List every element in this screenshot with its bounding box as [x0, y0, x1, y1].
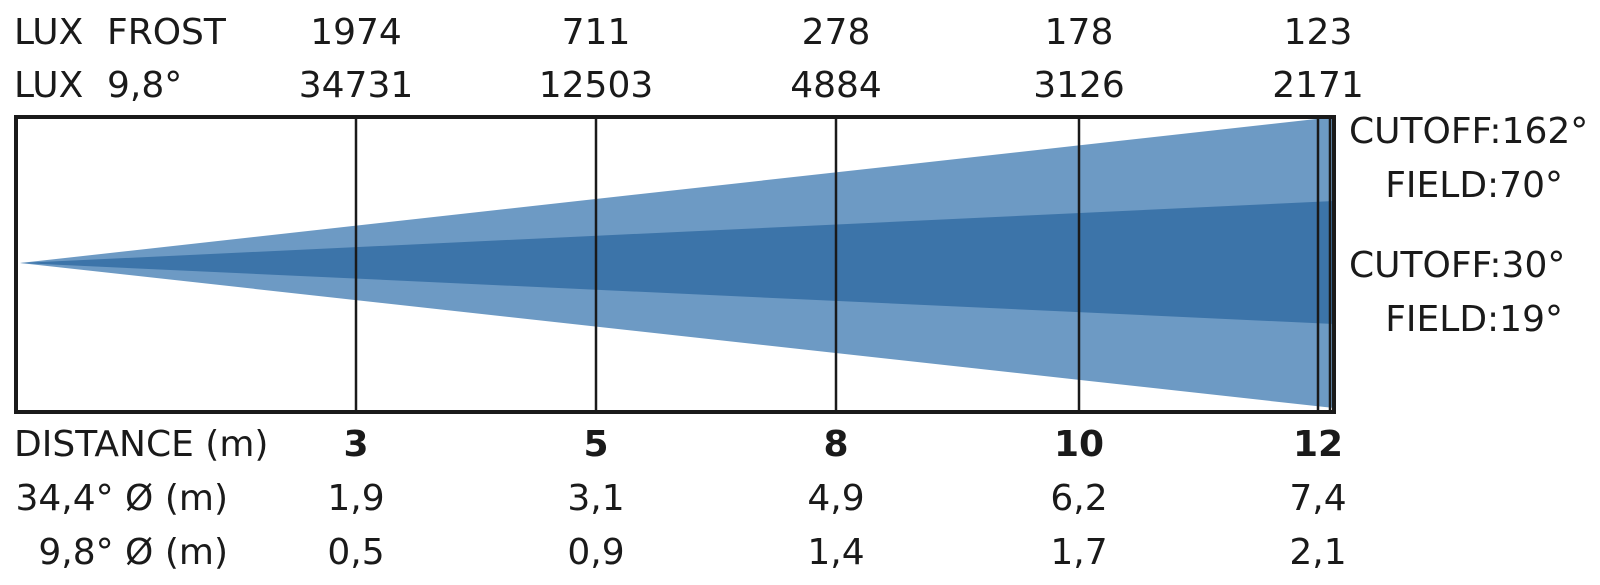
distance-value: 12 — [1293, 424, 1343, 465]
diameter-value: 6,2 — [1050, 478, 1107, 519]
lux-value: 178 — [1045, 12, 1114, 53]
distance-value: 3 — [343, 424, 368, 465]
diameter-value: 1,4 — [807, 532, 864, 573]
lux-value: 34731 — [299, 65, 414, 106]
distance-value: 5 — [583, 424, 608, 465]
lux-sublabel: 9,8° — [107, 65, 182, 106]
diameter-value: 1,9 — [327, 478, 384, 519]
beam-label: FIELD:19° — [1385, 299, 1563, 340]
diameter-value: 7,4 — [1289, 478, 1346, 519]
lux-value: 278 — [802, 12, 871, 53]
diameter-label: 34,4° Ø (m) — [15, 478, 228, 519]
lux-value: 3126 — [1033, 65, 1125, 106]
diameter-value: 2,1 — [1289, 532, 1346, 573]
diameter-value: 0,5 — [327, 532, 384, 573]
distance-lines — [354, 117, 1320, 412]
distance-label: DISTANCE (m) — [14, 424, 268, 465]
lux-value: 711 — [562, 12, 631, 53]
beam-label: FIELD:70° — [1385, 165, 1563, 206]
diameter-value: 0,9 — [567, 532, 624, 573]
frame — [14, 115, 1336, 414]
lux-value: 4884 — [790, 65, 882, 106]
beam-label: CUTOFF:162° — [1349, 111, 1588, 152]
beam-label: CUTOFF:30° — [1349, 245, 1565, 286]
diameter-value: 1,7 — [1050, 532, 1107, 573]
lux-value: 12503 — [539, 65, 654, 106]
diameter-value: 4,9 — [807, 478, 864, 519]
distance-value: 10 — [1054, 424, 1104, 465]
diameter-value: 3,1 — [567, 478, 624, 519]
inner-beam — [20, 201, 1334, 324]
diameter-label: 9,8° Ø (m) — [38, 532, 228, 573]
lux-value: 1974 — [310, 12, 402, 53]
lux-label: LUX — [14, 12, 83, 53]
lux-value: 123 — [1284, 12, 1353, 53]
lux-sublabel: FROST — [107, 12, 227, 53]
lux-value: 2171 — [1272, 65, 1364, 106]
lux-label: LUX — [14, 65, 83, 106]
distance-value: 8 — [823, 424, 848, 465]
